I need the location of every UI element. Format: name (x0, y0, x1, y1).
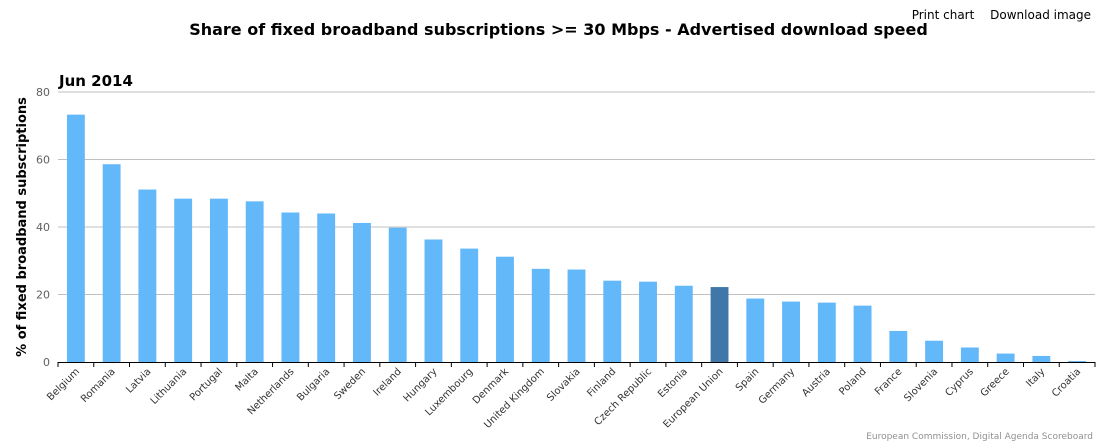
x-tick-label: Malta (234, 366, 261, 393)
bar-ireland[interactable] (388, 227, 407, 362)
x-tick-label: Belgium (45, 366, 82, 403)
y-tick-label: 60 (36, 154, 50, 167)
bar-latvia[interactable] (138, 189, 157, 362)
y-tick-label: 40 (36, 221, 50, 234)
bar-greece[interactable] (996, 353, 1015, 362)
chart-period: Jun 2014 (59, 72, 133, 90)
y-tick-label: 20 (36, 289, 50, 302)
x-tick-label: Finland (585, 366, 618, 399)
bar-netherlands[interactable] (281, 212, 300, 362)
bar-sweden[interactable] (353, 222, 371, 362)
x-tick-label: Lithuania (149, 366, 190, 407)
bar-european-union[interactable] (710, 287, 729, 362)
x-tick-label: United Kingdom (482, 366, 547, 431)
bar-france[interactable] (889, 330, 908, 362)
bar-finland[interactable] (603, 280, 622, 362)
bar-cyprus[interactable] (960, 347, 979, 362)
x-tick-label: Romania (79, 366, 118, 405)
x-tick-label: Greece (979, 366, 1012, 399)
bar-belgium[interactable] (66, 114, 85, 362)
x-tick-label: Spain (734, 366, 762, 394)
x-tick-label: Cyprus (943, 366, 975, 398)
y-axis-label: % of fixed broadband subscriptions (15, 97, 30, 357)
bar-romania[interactable] (102, 164, 121, 362)
credits: European Commission, Digital Agenda Scor… (866, 432, 1093, 442)
bar-italy[interactable] (1032, 355, 1051, 362)
bar-austria[interactable] (817, 302, 836, 362)
bar-portugal[interactable] (209, 198, 228, 362)
chart-menu: Print chart Download image (900, 8, 1091, 22)
x-tick-label: Slovakia (545, 366, 582, 403)
y-tick-label: 80 (36, 86, 50, 99)
chart-title: Share of fixed broadband subscriptions >… (189, 20, 928, 39)
bar-luxembourg[interactable] (460, 248, 479, 362)
bar-spain[interactable] (746, 298, 765, 362)
x-tick-label: Estonia (656, 366, 690, 400)
x-tick-label: Sweden (332, 366, 368, 402)
bar-slovakia[interactable] (567, 269, 586, 362)
x-tick-label: Germany (757, 366, 797, 406)
grid-lines (58, 91, 1095, 295)
bar-bulgaria[interactable] (317, 213, 336, 363)
x-tick-label: Ireland (372, 366, 404, 398)
y-axis-ticks: 0 20 40 60 80 (36, 86, 50, 369)
y-tick-label: 0 (43, 356, 50, 369)
x-tick-label: Poland (837, 366, 868, 397)
x-tick-label: Latvia (124, 366, 153, 395)
x-tick-label: France (873, 366, 904, 397)
bars (66, 114, 1087, 363)
download-image-button[interactable]: Download image (990, 8, 1091, 22)
bar-malta[interactable] (245, 201, 264, 362)
bar-czech-republic[interactable] (639, 281, 657, 362)
bar-lithuania[interactable] (174, 198, 193, 362)
x-tick-label: Portugal (188, 366, 225, 403)
x-tick-label: Austria (800, 366, 833, 399)
x-tick-label: Italy (1024, 366, 1047, 389)
bar-germany[interactable] (782, 301, 800, 362)
bar-poland[interactable] (853, 305, 872, 362)
bar-slovenia[interactable] (925, 340, 944, 362)
bar-denmark[interactable] (496, 256, 514, 362)
x-tick-label: Bulgaria (295, 366, 332, 403)
bar-united-kingdom[interactable] (531, 268, 550, 362)
x-tick-label: Croatia (1050, 366, 1083, 399)
print-chart-button[interactable]: Print chart (911, 8, 975, 22)
bar-hungary[interactable] (424, 239, 443, 362)
bar-croatia[interactable] (1068, 360, 1087, 362)
x-tick-label: Slovenia (902, 366, 940, 404)
bar-estonia[interactable] (674, 285, 693, 362)
